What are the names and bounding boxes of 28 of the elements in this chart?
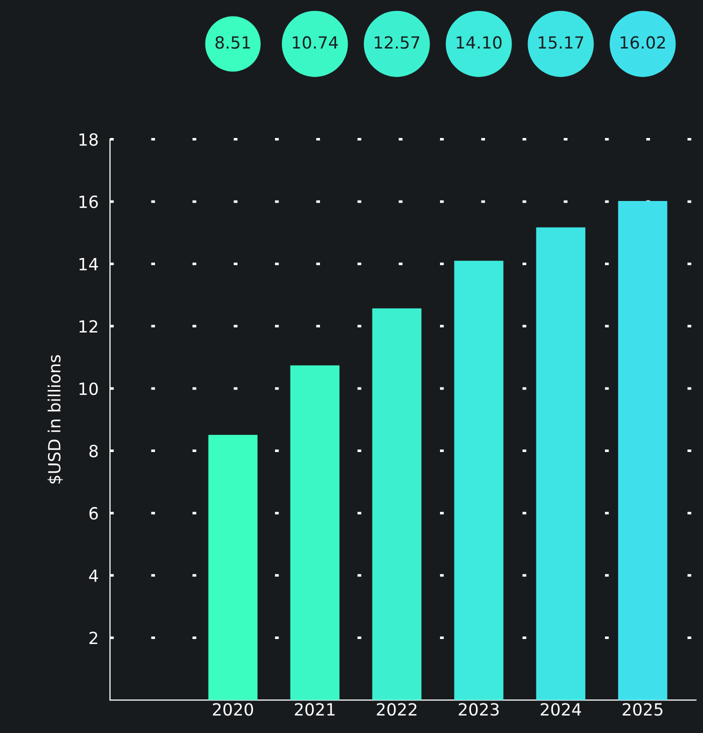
- bar: [208, 434, 258, 700]
- text: 14.10: [456, 36, 502, 49]
- x-tick-label: 2022: [376, 703, 416, 716]
- x-tick-label: 2020: [212, 703, 254, 716]
- y-tick-label: 16: [80, 196, 98, 208]
- bar: [372, 308, 422, 700]
- y-tick-label: 10: [80, 382, 98, 396]
- bar: [454, 260, 504, 700]
- text: 10.74: [292, 36, 338, 49]
- x-tick-label: 2025: [622, 703, 662, 716]
- bar: [290, 365, 340, 700]
- y-tick-label: 12: [80, 320, 98, 333]
- y-tick-label: 4: [89, 570, 98, 582]
- x-tick-label: 2024: [540, 703, 582, 716]
- bar: [618, 200, 668, 700]
- bar: [536, 227, 586, 700]
- text: 15.17: [538, 36, 584, 49]
- x-tick-label: 2021: [294, 703, 335, 716]
- text: 8.51: [216, 36, 250, 49]
- y-tick-label: 6: [89, 507, 98, 520]
- y-axis-title: $USD in billions: [48, 355, 63, 484]
- y-tick-label: 8: [89, 444, 98, 458]
- y-tick-label: 18: [80, 133, 98, 146]
- text: 12.57: [374, 36, 420, 49]
- y-tick-label: 14: [80, 258, 98, 270]
- y-tick-label: 2: [90, 632, 98, 644]
- x-tick-label: 2023: [458, 703, 499, 716]
- text: 16.02: [620, 36, 665, 49]
